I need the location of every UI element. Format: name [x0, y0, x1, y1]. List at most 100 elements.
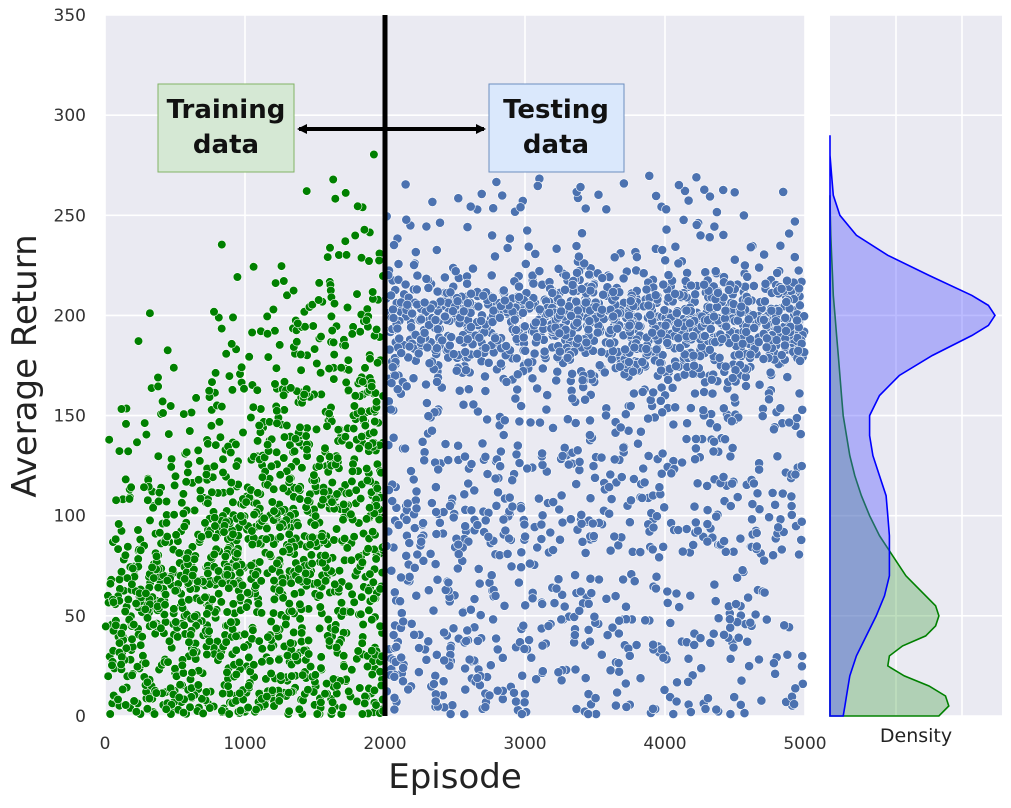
- training-point: [262, 311, 272, 322]
- training-point: [274, 696, 284, 706]
- training-point: [306, 550, 317, 560]
- testing-point: [396, 652, 407, 663]
- testing-point: [661, 204, 672, 215]
- testing-point: [708, 446, 719, 457]
- testing-point: [754, 504, 765, 515]
- training-point: [295, 422, 305, 433]
- testing-point: [509, 314, 520, 325]
- testing-point: [632, 252, 642, 262]
- training-point: [296, 349, 306, 360]
- testing-point: [689, 360, 699, 371]
- training-point: [263, 632, 273, 642]
- testing-point: [555, 346, 565, 357]
- training-point: [284, 598, 294, 609]
- x-tick-label: 1000: [223, 734, 266, 754]
- training-point: [364, 605, 374, 615]
- testing-point: [557, 450, 568, 461]
- testing-point: [492, 685, 503, 696]
- testing-point: [477, 438, 488, 449]
- training-point: [217, 402, 227, 412]
- training-point: [197, 694, 207, 704]
- testing-point: [388, 304, 398, 315]
- testing-point: [660, 255, 671, 266]
- testing-point: [718, 185, 729, 195]
- training-point: [175, 680, 185, 690]
- training-point: [275, 585, 285, 595]
- testing-point: [702, 519, 713, 529]
- training-point: [292, 337, 302, 347]
- training-point: [302, 445, 312, 455]
- x-tick-labels: 0 1000 2000 3000 4000 5000: [100, 734, 827, 754]
- training-point: [367, 382, 377, 392]
- testing-point: [396, 608, 407, 618]
- testing-point: [660, 320, 671, 331]
- training-point: [244, 652, 254, 663]
- testing-point: [576, 283, 587, 294]
- training-point: [310, 344, 320, 354]
- testing-point: [709, 436, 719, 447]
- testing-point: [469, 594, 480, 604]
- training-point: [105, 579, 115, 589]
- testing-point: [656, 468, 667, 479]
- testing-point: [563, 459, 574, 470]
- testing-point: [498, 430, 509, 440]
- testing-point: [462, 222, 473, 232]
- testing-point: [421, 273, 432, 284]
- testing-point: [740, 260, 750, 271]
- training-point: [133, 336, 144, 346]
- y-tick-label: 0: [75, 707, 86, 727]
- training-point: [275, 470, 285, 480]
- training-point: [323, 614, 333, 625]
- testing-point: [448, 512, 459, 523]
- testing-point: [501, 341, 511, 351]
- training-point: [307, 558, 317, 569]
- training-point: [153, 381, 163, 392]
- testing-point: [504, 492, 515, 503]
- testing-point: [780, 340, 790, 351]
- testing-point: [609, 252, 620, 263]
- testing-point: [624, 357, 634, 367]
- training-point: [120, 606, 130, 617]
- training-point: [289, 446, 300, 456]
- training-point: [374, 255, 384, 266]
- testing-point: [749, 280, 759, 291]
- training-point: [293, 318, 303, 329]
- training-point: [259, 513, 269, 524]
- testing-point: [662, 337, 673, 348]
- testing-point: [423, 636, 434, 647]
- testing-point: [667, 382, 678, 393]
- testing-point: [532, 180, 543, 191]
- training-point: [341, 377, 351, 388]
- testing-point: [674, 602, 685, 612]
- testing-point: [458, 399, 469, 410]
- testing-point: [454, 385, 465, 396]
- testing-point: [731, 599, 741, 609]
- testing-point: [637, 492, 647, 503]
- testing-point: [776, 544, 787, 555]
- training-point: [194, 475, 204, 485]
- training-point: [296, 365, 306, 375]
- training-point: [248, 625, 258, 635]
- testing-point: [658, 652, 669, 663]
- testing-point: [547, 287, 558, 298]
- testing-point: [689, 501, 700, 512]
- training-point: [155, 528, 165, 538]
- testing-point: [729, 692, 740, 702]
- testing-point: [741, 381, 751, 391]
- testing-point: [639, 477, 650, 488]
- testing-point: [466, 288, 476, 299]
- testing-point: [720, 434, 730, 445]
- testing-point: [447, 306, 458, 316]
- testing-box-label-line1: Testing: [503, 95, 609, 125]
- training-point: [309, 470, 319, 480]
- testing-point: [782, 275, 792, 286]
- testing-point: [730, 333, 741, 343]
- training-point: [266, 668, 276, 679]
- training-point: [341, 188, 351, 198]
- testing-point: [395, 596, 405, 607]
- testing-point: [597, 304, 607, 315]
- training-point: [269, 506, 279, 516]
- training-point: [284, 706, 294, 716]
- training-point: [111, 620, 121, 630]
